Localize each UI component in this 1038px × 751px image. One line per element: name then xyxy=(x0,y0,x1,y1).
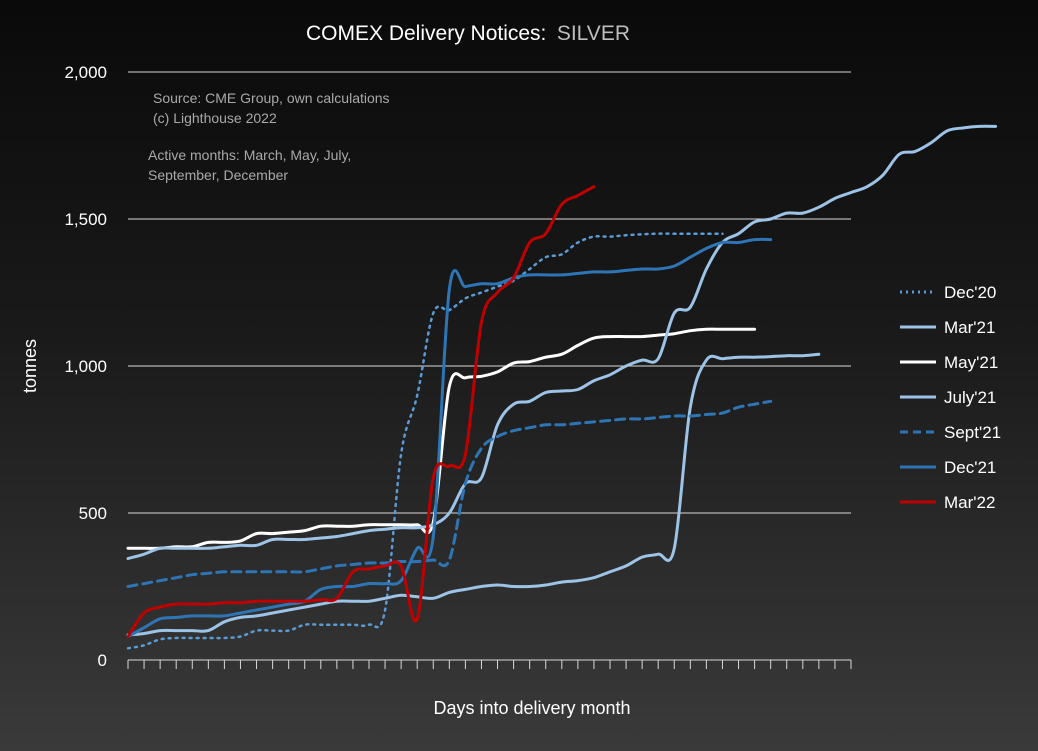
y-axis-label: tonnes xyxy=(20,339,40,393)
y-tick-label: 1,500 xyxy=(64,210,107,229)
legend-label-mar-21: Mar'21 xyxy=(944,318,995,337)
series-lines xyxy=(126,124,998,650)
x-axis-label: Days into delivery month xyxy=(433,698,630,718)
title-text: COMEX Delivery Notices: xyxy=(306,22,546,45)
legend-label-dec-21: Dec'21 xyxy=(944,458,996,477)
annotation-block: Source: CME Group, own calculations (c) … xyxy=(148,90,390,183)
series-line-mar-21 xyxy=(126,352,821,637)
legend-label-july-21: July'21 xyxy=(944,388,996,407)
series-line-may-21 xyxy=(126,327,757,550)
series-line-july-21 xyxy=(126,124,998,561)
legend-label-mar-22: Mar'22 xyxy=(944,493,995,512)
annotation-source: Source: CME Group, own calculations xyxy=(153,90,390,106)
chart-title: COMEX Delivery Notices: SILVER xyxy=(306,22,630,45)
gridlines xyxy=(128,71,851,514)
series-line-dec-20 xyxy=(126,232,724,650)
legend-label-may-21: May'21 xyxy=(944,353,998,372)
y-tick-label: 2,000 xyxy=(64,63,107,82)
legend-label-dec-20: Dec'20 xyxy=(944,283,996,302)
annotation-copyright: (c) Lighthouse 2022 xyxy=(153,110,277,126)
y-tick-label: 0 xyxy=(98,651,107,670)
series-line-dec-21 xyxy=(126,237,773,638)
annotation-active-months-cont: September, December xyxy=(148,167,288,183)
y-tick-label: 1,000 xyxy=(64,357,107,376)
y-tick-label: 500 xyxy=(79,504,107,523)
y-axis: 0 500 1,000 1,500 2,000 xyxy=(64,63,107,670)
series-line-mar-22 xyxy=(126,185,596,638)
series-line-sept-21 xyxy=(126,399,773,588)
subtitle-text: SILVER xyxy=(557,22,630,45)
x-axis xyxy=(127,659,852,669)
legend: Dec'20 Mar'21 May'21 July'21 Sept'21 Dec'21 Ma… xyxy=(900,283,1001,512)
legend-label-sept-21: Sept'21 xyxy=(944,423,1001,442)
annotation-active-months: Active months: March, May, July, xyxy=(148,147,351,163)
